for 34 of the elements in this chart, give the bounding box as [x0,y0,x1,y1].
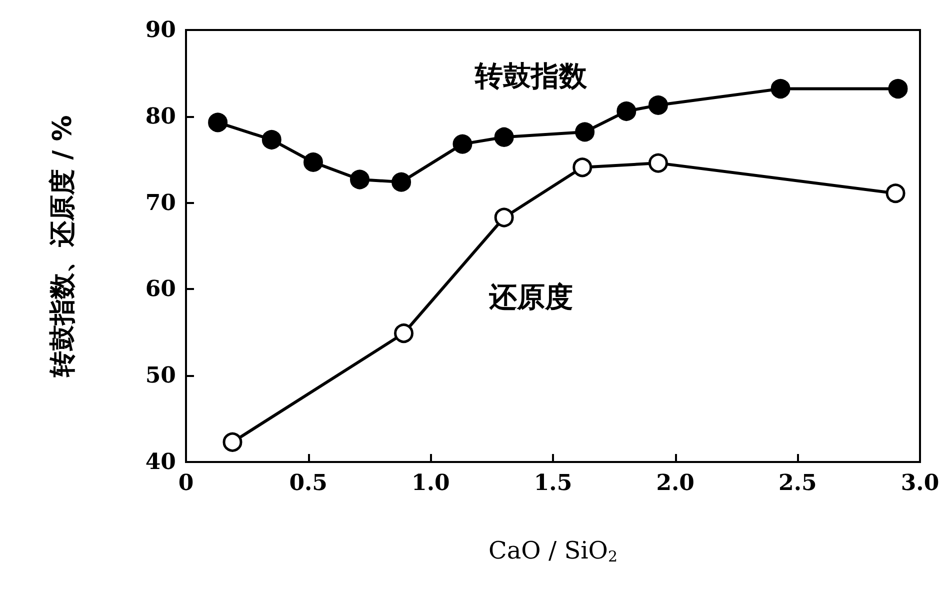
series-label: 还原度 [488,280,573,314]
y-tick-label: 70 [145,190,176,216]
point [494,127,514,147]
point [303,152,323,172]
point [350,170,370,190]
x-tick-label: 1.0 [412,470,450,496]
y-axis-title: 转鼓指数、还原度 / % [48,115,78,378]
point [222,432,242,452]
point [648,95,668,115]
point [575,122,595,142]
point [888,79,908,98]
point [394,324,414,344]
x-tick-label: 0 [178,470,194,496]
point [494,208,514,228]
y-tick-label: 60 [145,276,176,302]
x-tick-label: 3.0 [900,470,940,496]
point [452,134,472,154]
x-tick-label: 0.5 [289,470,328,496]
point [770,79,790,98]
series-label: 转鼓指数 [474,59,588,92]
point [648,153,668,173]
y-tick-label: 80 [145,103,176,130]
y-tick-label: 90 [145,17,176,43]
x-tick-label: 2.5 [778,470,817,496]
point [208,112,228,132]
x-tick-label: 1.5 [534,470,572,496]
y-tick-label: 40 [145,449,176,475]
point [392,172,412,192]
y-tick-label: 50 [145,362,176,389]
point [616,101,636,121]
x-tick-label: 2.0 [656,470,694,496]
point [262,130,282,150]
point [886,184,906,204]
point [572,158,592,178]
